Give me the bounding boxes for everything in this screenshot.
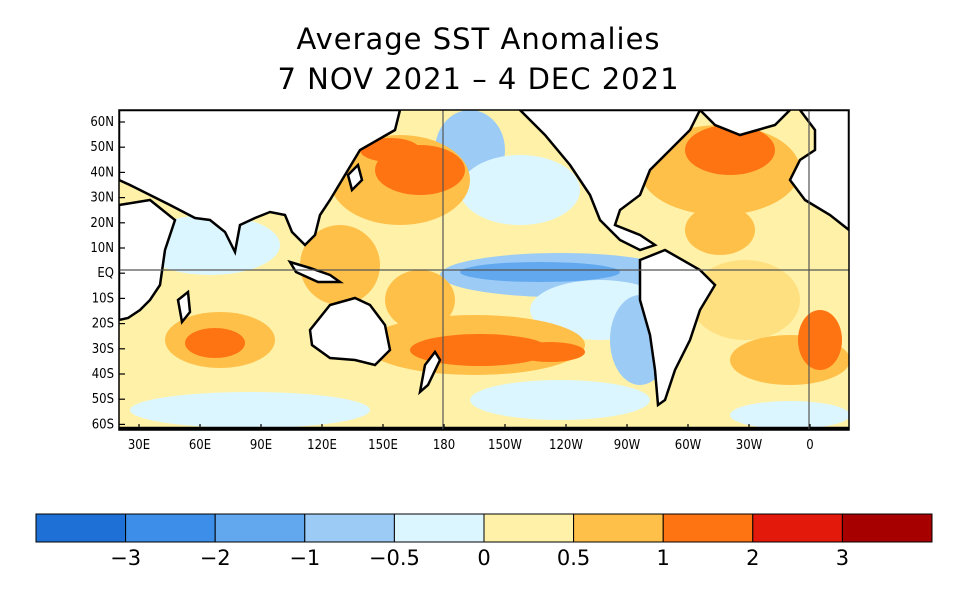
lat-label: 60N xyxy=(90,115,114,130)
lat-label: 10S xyxy=(92,291,114,306)
colorbar-label: −2 xyxy=(200,546,231,570)
colorbar-label: −0.5 xyxy=(369,546,420,570)
colorbar-swatch xyxy=(752,513,843,543)
lat-label: 20S xyxy=(92,317,114,332)
colorbar-swatch xyxy=(573,513,664,543)
lon-label: 90W xyxy=(614,438,641,453)
colorbar-swatch xyxy=(662,513,754,543)
map-field xyxy=(119,110,849,430)
lon-label: 120W xyxy=(549,438,583,453)
colorbar-label: 1 xyxy=(657,546,670,570)
colorbar: −3 −2 −1 −0.5 0 0.5 1 2 3 xyxy=(35,513,933,570)
colorbar-swatch xyxy=(35,513,127,543)
colorbar-swatch xyxy=(125,513,216,543)
lon-label: 180 xyxy=(433,438,455,453)
latitude-axis: 60N 50N 40N 30N 20N 10N EQ 10S 20S 30S 40S 50S 60S xyxy=(90,115,125,432)
lat-label: 60S xyxy=(92,417,114,432)
lon-label: 60E xyxy=(189,438,211,453)
lat-label: 30N xyxy=(90,191,114,206)
colorbar-label: 0.5 xyxy=(557,546,590,570)
lat-label: 50S xyxy=(92,392,114,407)
lat-label: 10N xyxy=(90,241,114,256)
colorbar-label: 3 xyxy=(836,546,849,570)
colorbar-swatch xyxy=(304,513,395,543)
lon-label: 90E xyxy=(250,438,272,453)
lat-label: EQ xyxy=(97,266,114,281)
map-frame xyxy=(118,109,850,431)
lat-label: 50N xyxy=(90,140,114,155)
map-title: Average SST Anomalies xyxy=(296,22,661,56)
lon-label: 30W xyxy=(736,438,763,453)
colorbar-label: −1 xyxy=(289,546,320,570)
lat-label: 40S xyxy=(92,367,114,382)
lon-label: 60W xyxy=(675,438,702,453)
lon-label: 30E xyxy=(128,438,150,453)
colorbar-label: −3 xyxy=(110,546,141,570)
lat-label: 40N xyxy=(90,165,114,180)
colorbar-label: 2 xyxy=(746,546,759,570)
anomaly-patches xyxy=(122,110,849,429)
colorbar-swatch xyxy=(214,513,306,543)
colorbar-swatch xyxy=(841,513,933,543)
longitude-axis: 30E 60E 90E 120E 150E 180 150W 120W 90W 60W 30W 0 xyxy=(128,424,814,453)
lon-label: 150E xyxy=(368,438,398,453)
land-masses xyxy=(119,110,849,430)
map-date-range: 7 NOV 2021 – 4 DEC 2021 xyxy=(277,62,680,96)
colorbar-swatch xyxy=(393,513,485,543)
lat-label: 30S xyxy=(92,342,114,357)
lon-label: 120E xyxy=(307,438,337,453)
lon-label: 0 xyxy=(806,438,813,453)
colorbar-label: 0 xyxy=(477,546,490,570)
colorbar-swatch xyxy=(483,513,575,543)
lat-label: 20N xyxy=(90,216,114,231)
lon-label: 150W xyxy=(488,438,522,453)
